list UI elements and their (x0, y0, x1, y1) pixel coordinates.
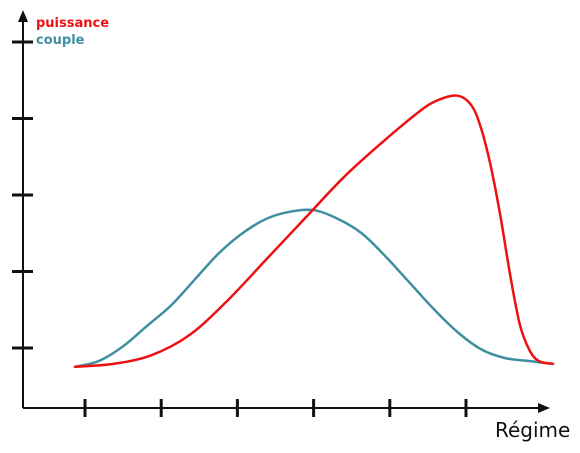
legend-item-puissance: puissance (36, 16, 109, 31)
x-ticks (83, 399, 468, 417)
legend: puissance couple (36, 16, 109, 48)
legend-item-couple: couple (36, 33, 85, 48)
y-ticks (12, 40, 33, 350)
series-group (73, 94, 555, 369)
axes (12, 10, 550, 417)
x-axis-arrow (538, 403, 550, 413)
x-axis-label: Régime (495, 418, 570, 442)
y-axis-arrow (18, 10, 28, 22)
series-line-couple (73, 208, 555, 369)
series-line-puissance (73, 94, 555, 369)
